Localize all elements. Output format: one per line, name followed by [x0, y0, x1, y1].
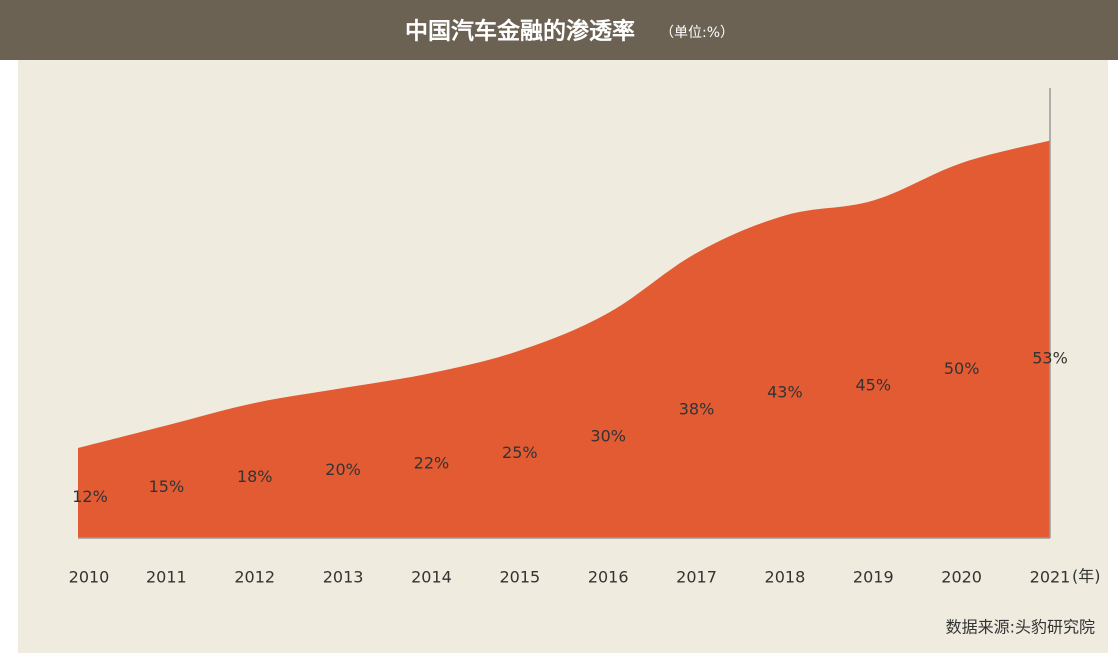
x-tick-label: 2010	[69, 568, 110, 587]
x-tick-label: 2017	[676, 568, 717, 587]
value-label: 12%	[72, 487, 108, 506]
value-label: 18%	[237, 467, 273, 486]
x-tick-label: 2014	[411, 568, 452, 587]
x-tick-label: 2011	[146, 568, 187, 587]
value-label: 30%	[590, 426, 626, 445]
x-unit: (年)	[1072, 567, 1101, 586]
value-label: 25%	[502, 443, 538, 462]
x-tick-label: 2016	[588, 568, 629, 587]
x-tick-label: 2019	[853, 568, 894, 587]
x-tick-label: 2015	[499, 568, 540, 587]
header-bar	[0, 0, 1118, 60]
source: 数据来源:头豹研究院	[946, 618, 1095, 637]
value-label: 43%	[767, 382, 803, 401]
x-tick-label: 2020	[941, 568, 982, 587]
area	[78, 140, 1050, 538]
value-label: 50%	[944, 359, 980, 378]
x-tick-label: 2018	[765, 568, 806, 587]
x-tick-label: 2013	[323, 568, 364, 587]
value-label: 20%	[325, 460, 361, 479]
x-tick-label: 2012	[234, 568, 275, 587]
value-label: 53%	[1032, 349, 1068, 368]
value-label: 38%	[679, 399, 715, 418]
x-tick-label: 2021	[1030, 568, 1071, 587]
value-label: 22%	[414, 453, 450, 472]
chart-subtitle: （单位:%）	[660, 25, 734, 41]
chart-title: 中国汽车金融的渗透率	[405, 18, 635, 45]
value-label: 45%	[855, 376, 891, 395]
value-label: 15%	[149, 477, 185, 496]
